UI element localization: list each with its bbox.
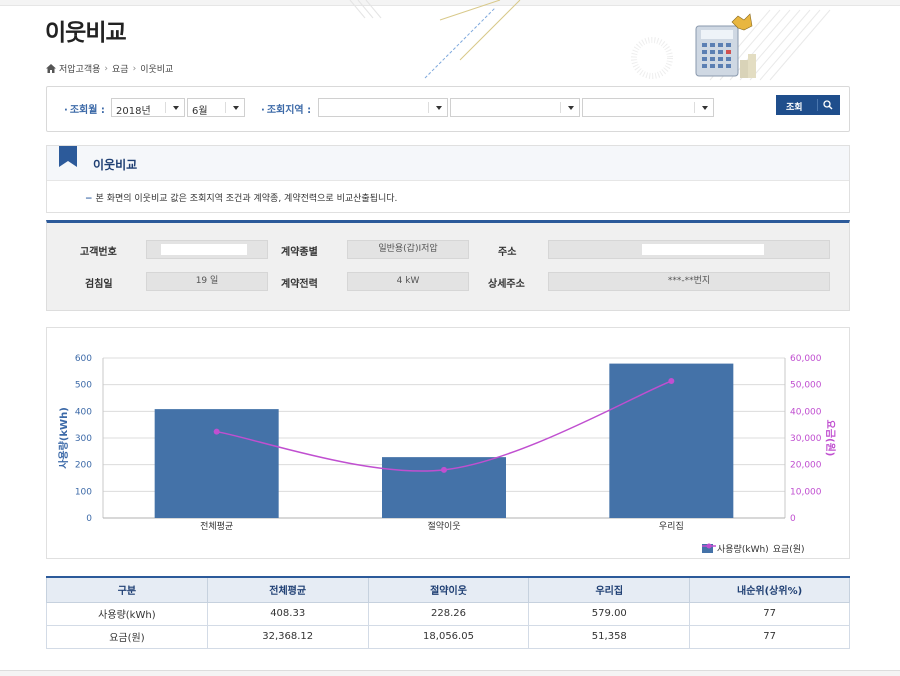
fee-point-3 (668, 378, 675, 385)
contract-power-field: 4 kW (347, 272, 469, 291)
comparison-table: 구분 전체평균 절약이웃 우리집 내순위(상위%) 사용량(kWh) 408.3… (46, 576, 850, 649)
y2-tick-label: 20,000 (790, 461, 822, 471)
chevron-down-icon (173, 106, 179, 110)
x-tick-label: 전체평균 (200, 521, 233, 532)
notice-text: − 본 화면의 이웃비교 값은 조회지역 조건과 계약종, 계약전력으로 비교산출… (85, 194, 398, 204)
y2-tick-label: 10,000 (790, 487, 822, 497)
top-border (0, 0, 900, 6)
table-cell: 요금(원) (46, 624, 208, 649)
y2-tick-label: 30,000 (790, 434, 822, 444)
table-header: 절약이웃 (367, 576, 530, 603)
table-row: 요금(원) 32,368.12 18,056.05 51,358 77 (46, 624, 850, 649)
search-icon (823, 100, 833, 110)
fee-point-2 (441, 466, 447, 473)
chevron-down-icon (702, 106, 708, 110)
breadcrumb-item-customer[interactable]: 저압고객용 (59, 65, 101, 75)
chevron-down-icon (233, 106, 239, 110)
y-tick-label: 0 (86, 514, 92, 524)
breadcrumb-item-current: 이웃비교 (140, 65, 174, 75)
y2-axis-title: 요금(원) (824, 420, 837, 457)
header-illustration (349, 0, 831, 81)
y-tick-label: 600 (75, 354, 92, 364)
year-select-value: 2018년 (116, 106, 151, 117)
month-select[interactable]: 6월 (187, 98, 245, 117)
usage-chart: 0 100 200 300 400 500 600 0 10,000 20,000 30,000 40… (46, 327, 850, 559)
contract-type-label: 계약종별 (281, 247, 318, 258)
x-tick-label: 절약이웃 (427, 520, 460, 532)
y-tick-label: 100 (75, 487, 92, 497)
bottom-border (0, 670, 900, 676)
y2-tick-label: 0 (790, 514, 796, 524)
address-field (548, 240, 830, 259)
breadcrumb-separator-icon: › (132, 63, 137, 74)
table-header: 우리집 (528, 576, 691, 603)
y2-tick-label: 40,000 (790, 407, 822, 417)
table-header-row: 구분 전체평균 절약이웃 우리집 내순위(상위%) (46, 576, 850, 603)
y-tick-label: 300 (75, 434, 92, 444)
legend-usage: 사용량(kWh) (717, 545, 769, 555)
page-title: 이웃비교 (45, 20, 127, 46)
table-cell: 77 (689, 601, 850, 626)
detail-address-label: 상세주소 (488, 279, 525, 290)
calculator-icon (695, 13, 756, 78)
section-title: 이웃비교 (93, 158, 138, 172)
address-label: 주소 (498, 247, 517, 258)
search-button[interactable]: 조회 (776, 95, 840, 115)
chevron-down-icon (436, 106, 442, 110)
home-icon[interactable] (46, 64, 56, 73)
breadcrumb-item-fee[interactable]: 요금 (112, 65, 129, 75)
comparison-section: 이웃비교 − 본 화면의 이웃비교 값은 조회지역 조건과 계약종, 계약전력으로… (46, 145, 850, 213)
bookmark-icon (59, 146, 77, 167)
table-header: 전체평균 (206, 576, 369, 603)
contract-type-field: 일반용(갑)Ⅰ저압 (347, 240, 469, 259)
legend-line-swatch (702, 543, 716, 549)
section-header: 이웃비교 (47, 146, 849, 181)
table-cell: 32,368.12 (206, 624, 369, 649)
customer-no-field (146, 240, 268, 259)
region-select-2[interactable] (450, 98, 580, 117)
x-tick-label: 우리집 (659, 520, 684, 532)
table-cell: 579.00 (528, 601, 691, 626)
y-tick-label: 200 (75, 461, 92, 471)
breadcrumb-separator-icon: › (104, 63, 109, 74)
table-cell: 77 (689, 624, 850, 649)
table-cell: 51,358 (528, 624, 691, 649)
bar-3 (609, 363, 734, 518)
chevron-down-icon (568, 106, 574, 110)
legend-bar-swatch (702, 544, 713, 553)
customer-info-panel: 고객번호 계약종별 일반용(갑)Ⅰ저압 주소 검침일 19 일 계약전력 4 k… (46, 220, 850, 311)
breadcrumb: 저압고객용 › 요금 › 이웃비교 (46, 62, 173, 75)
table-cell: 사용량(kWh) (46, 601, 208, 626)
table-header: 구분 (46, 576, 208, 603)
customer-no-label: 고객번호 (80, 247, 117, 258)
table-cell: 408.33 (206, 601, 369, 626)
table-cell: 18,056.05 (367, 624, 530, 649)
search-panel: · 조회월 : 2018년 6월 · 조회지역 : 조회 (46, 86, 850, 132)
y2-tick-label: 60,000 (790, 354, 822, 364)
bar-1 (154, 409, 279, 518)
y-tick-label: 400 (75, 407, 92, 417)
legend-fee: 요금(원) (772, 545, 805, 555)
region-label: · 조회지역 : (261, 105, 312, 116)
y2-tick-label: 50,000 (790, 381, 822, 391)
meter-day-field: 19 일 (146, 272, 268, 291)
bar-2 (382, 457, 506, 518)
table-cell: 228.26 (367, 601, 530, 626)
combo-chart: 0 100 200 300 400 500 600 0 10,000 20,000 30,000 40… (57, 354, 837, 532)
table-row: 사용량(kWh) 408.33 228.26 579.00 77 (46, 601, 850, 626)
region-select-1[interactable] (318, 98, 448, 117)
month-label: · 조회월 : (64, 105, 105, 116)
y-axis-title: 사용량(kWh) (57, 407, 70, 469)
fee-point-1 (213, 428, 220, 435)
region-select-3[interactable] (582, 98, 714, 117)
month-select-value: 6월 (192, 106, 208, 117)
contract-power-label: 계약전력 (281, 279, 318, 290)
y-tick-label: 500 (75, 381, 92, 391)
chart-legend: 사용량(kWh) 요금(원) (702, 542, 805, 555)
year-select[interactable]: 2018년 (111, 98, 185, 117)
meter-day-label: 검침일 (85, 279, 113, 290)
table-header: 내순위(상위%) (689, 576, 850, 603)
detail-address-field: ***-**번지 (548, 272, 830, 291)
